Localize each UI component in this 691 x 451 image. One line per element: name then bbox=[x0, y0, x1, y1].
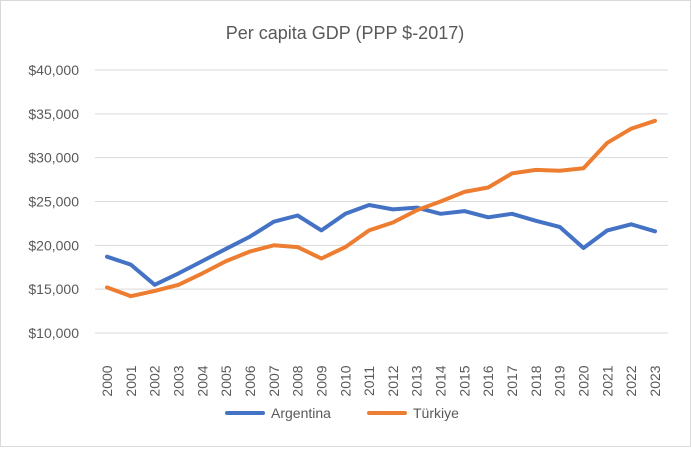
x-tick-label: 2000 bbox=[99, 365, 115, 396]
x-tick-label: 2015 bbox=[456, 365, 472, 396]
x-tick-label: 2001 bbox=[123, 365, 139, 396]
x-tick-label: 2003 bbox=[170, 365, 186, 396]
x-tick-label: 2018 bbox=[528, 365, 544, 396]
x-tick-label: 2011 bbox=[361, 366, 377, 396]
series-line-argentina bbox=[105, 203, 657, 287]
x-tick-label: 2008 bbox=[290, 365, 306, 396]
x-tick-label: 2012 bbox=[385, 365, 401, 396]
x-tick-label: 2009 bbox=[313, 365, 329, 396]
x-tick-label: 2022 bbox=[623, 365, 639, 396]
x-tick-label: 2023 bbox=[647, 365, 663, 396]
gridlines bbox=[95, 69, 668, 334]
legend: Argentina Türkiye bbox=[225, 405, 459, 421]
x-tick-label: 2006 bbox=[242, 365, 258, 396]
series-line-t-rkiye bbox=[105, 118, 657, 299]
x-tick-label: 2021 bbox=[599, 365, 615, 396]
x-tick-label: 2007 bbox=[266, 365, 282, 396]
y-tick-label: $15,000 bbox=[28, 281, 79, 297]
x-tick-label: 2010 bbox=[337, 365, 353, 396]
x-tick-label: 2002 bbox=[147, 365, 163, 396]
x-tick-label: 2016 bbox=[480, 365, 496, 396]
series-lines bbox=[105, 118, 657, 299]
chart-title: Per capita GDP (PPP $-2017) bbox=[226, 23, 464, 43]
x-tick-label: 2017 bbox=[504, 365, 520, 396]
y-tick-label: $20,000 bbox=[28, 237, 79, 253]
x-tick-label: 2005 bbox=[218, 365, 234, 396]
legend-label-argentina: Argentina bbox=[271, 405, 331, 421]
y-tick-label: $25,000 bbox=[28, 194, 79, 210]
legend-label-t-rkiye: Türkiye bbox=[413, 405, 459, 421]
y-tick-label: $35,000 bbox=[28, 106, 79, 122]
x-tick-label: 2020 bbox=[576, 365, 592, 396]
x-axis-tick-labels: 2000 2001 2002 2003 2004 2005 2006 2007 2008 2009… bbox=[99, 365, 663, 396]
x-tick-label: 2019 bbox=[552, 365, 568, 396]
y-axis-tick-labels: $10,000 $15,000 $20,000 $25,000 $30,000 $35,0… bbox=[28, 62, 79, 341]
y-tick-label: $30,000 bbox=[28, 150, 79, 166]
y-tick-label: $10,000 bbox=[28, 325, 79, 341]
x-tick-label: 2004 bbox=[194, 365, 210, 396]
x-tick-label: 2014 bbox=[433, 365, 449, 396]
y-tick-label: $40,000 bbox=[28, 62, 79, 78]
x-tick-label: 2013 bbox=[409, 365, 425, 396]
